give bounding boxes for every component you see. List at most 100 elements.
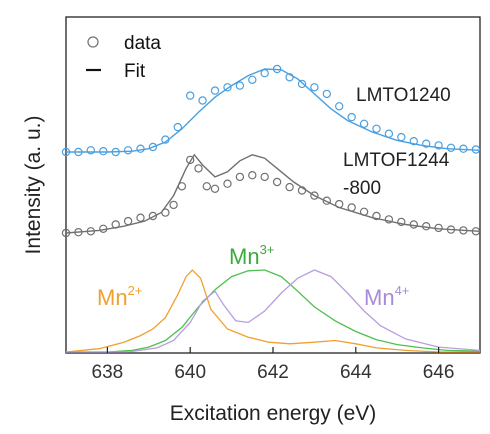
data-point-lmto1240 xyxy=(384,129,394,138)
data-point-lmto1240 xyxy=(297,79,307,89)
data-point-lmtof1244 xyxy=(61,228,71,238)
data-point-lmto1240 xyxy=(123,146,133,155)
component-label-mn2-sup: 2+ xyxy=(128,283,143,298)
series-layer xyxy=(61,64,481,353)
data-point-lmto1240 xyxy=(111,147,120,157)
component-curve-mn2plus xyxy=(65,269,480,353)
data-point-lmto1240 xyxy=(248,75,257,85)
series-label-lmto1240: LMTO1240 xyxy=(356,85,451,106)
component-label-mn4-base: Mn xyxy=(364,285,395,310)
x-tick-label: 644 xyxy=(340,362,372,383)
data-point-lmto1240 xyxy=(198,96,207,105)
data-point-lmtof1244 xyxy=(202,182,211,191)
data-point-lmtof1244 xyxy=(136,213,145,222)
component-label-mn4: Mn4+ xyxy=(364,283,409,310)
component-label-mn2-base: Mn xyxy=(97,285,128,310)
component-curve-mn3plus xyxy=(66,269,481,353)
data-point-lmto1240 xyxy=(459,144,468,153)
data-point-lmtof1244 xyxy=(99,224,108,233)
data-point-lmto1240 xyxy=(471,145,481,154)
data-point-lmtof1244 xyxy=(322,196,331,205)
data-point-lmto1240 xyxy=(148,142,158,152)
data-point-lmto1240 xyxy=(61,147,71,157)
data-point-lmtof1244 xyxy=(169,200,178,210)
data-point-lmtof1244 xyxy=(86,227,96,236)
data-point-lmtof1244 xyxy=(409,220,418,229)
data-point-lmtof1244 xyxy=(359,207,369,216)
data-point-lmto1240 xyxy=(260,68,269,78)
data-point-lmtof1244 xyxy=(347,203,356,212)
data-point-lmto1240 xyxy=(136,144,145,153)
y-axis-title: Intensity (a. u.) xyxy=(22,116,45,255)
data-point-lmto1240 xyxy=(409,136,418,146)
legend: data Fit xyxy=(86,33,161,82)
series-label-lmtof1244: LMTOF1244 xyxy=(343,150,450,171)
component-label-mn3: Mn3+ xyxy=(229,242,274,269)
data-point-lmtof1244 xyxy=(297,186,307,195)
data-point-lmtof1244 xyxy=(185,155,195,165)
data-point-lmto1240 xyxy=(235,81,245,90)
data-point-lmtof1244 xyxy=(335,199,344,209)
data-point-lmtof1244 xyxy=(123,216,133,226)
component-label-mn3-base: Mn xyxy=(229,244,260,269)
data-point-lmto1240 xyxy=(310,83,319,92)
x-tick-label: 638 xyxy=(92,362,124,383)
data-point-lmtof1244 xyxy=(260,172,269,182)
x-axis-ticks: 638 640 642 644 646 xyxy=(92,347,455,383)
data-point-lmto1240 xyxy=(74,147,83,157)
data-point-lmto1240 xyxy=(272,64,282,74)
data-point-lmtof1244 xyxy=(194,164,203,173)
series-label-lmtof1244-line2: -800 xyxy=(343,178,381,199)
x-tick-label: 642 xyxy=(257,362,289,383)
data-point-lmtof1244 xyxy=(446,225,456,234)
fit-line-lmtof1244 xyxy=(65,153,481,234)
legend-data-label: data xyxy=(124,33,161,54)
data-point-lmtof1244 xyxy=(223,179,232,188)
data-point-lmto1240 xyxy=(285,73,294,82)
component-label-mn2: Mn2+ xyxy=(97,283,142,310)
x-tick-label: 646 xyxy=(423,362,455,383)
data-point-lmtof1244 xyxy=(310,191,319,200)
data-point-lmtof1244 xyxy=(397,217,406,227)
data-point-lmtof1244 xyxy=(210,184,220,193)
data-point-lmtof1244 xyxy=(148,211,158,221)
data-point-lmtof1244 xyxy=(248,170,257,180)
component-label-mn3-sup: 3+ xyxy=(260,242,275,257)
data-point-lmto1240 xyxy=(347,112,356,122)
data-point-lmtof1244 xyxy=(111,220,120,229)
data-point-lmto1240 xyxy=(86,146,96,155)
data-point-lmto1240 xyxy=(161,135,170,144)
data-point-lmtof1244 xyxy=(434,223,443,233)
data-point-lmtof1244 xyxy=(235,172,245,182)
data-point-lmtof1244 xyxy=(177,182,187,191)
data-point-lmto1240 xyxy=(322,89,331,99)
data-point-lmto1240 xyxy=(434,141,443,150)
component-label-mn4-sup: 4+ xyxy=(395,283,410,298)
x-axis-title: Excitation energy (eV) xyxy=(170,402,377,425)
data-point-lmto1240 xyxy=(422,139,431,148)
data-point-lmtof1244 xyxy=(471,227,481,236)
data-point-lmtof1244 xyxy=(372,211,381,221)
data-point-lmto1240 xyxy=(185,91,195,100)
data-point-lmto1240 xyxy=(446,143,456,152)
data-point-lmto1240 xyxy=(335,102,344,111)
data-point-lmtof1244 xyxy=(459,226,468,235)
x-tick-label: 640 xyxy=(174,362,206,383)
data-point-lmtof1244 xyxy=(272,177,282,187)
legend-fit-label: Fit xyxy=(124,61,146,82)
data-point-lmto1240 xyxy=(173,122,182,132)
data-point-lmto1240 xyxy=(223,83,232,92)
data-point-lmtof1244 xyxy=(161,208,170,217)
data-point-lmtof1244 xyxy=(285,182,294,192)
data-point-lmto1240 xyxy=(372,124,381,134)
data-point-lmtof1244 xyxy=(74,227,83,237)
data-point-lmto1240 xyxy=(397,132,406,142)
data-point-lmto1240 xyxy=(359,119,369,129)
data-point-lmto1240 xyxy=(210,86,220,95)
data-point-lmtof1244 xyxy=(422,221,431,231)
data-point-lmto1240 xyxy=(99,146,108,156)
data-point-lmtof1244 xyxy=(384,215,394,224)
legend-data-marker xyxy=(87,36,99,48)
component-curve-mn4plus xyxy=(66,269,481,353)
